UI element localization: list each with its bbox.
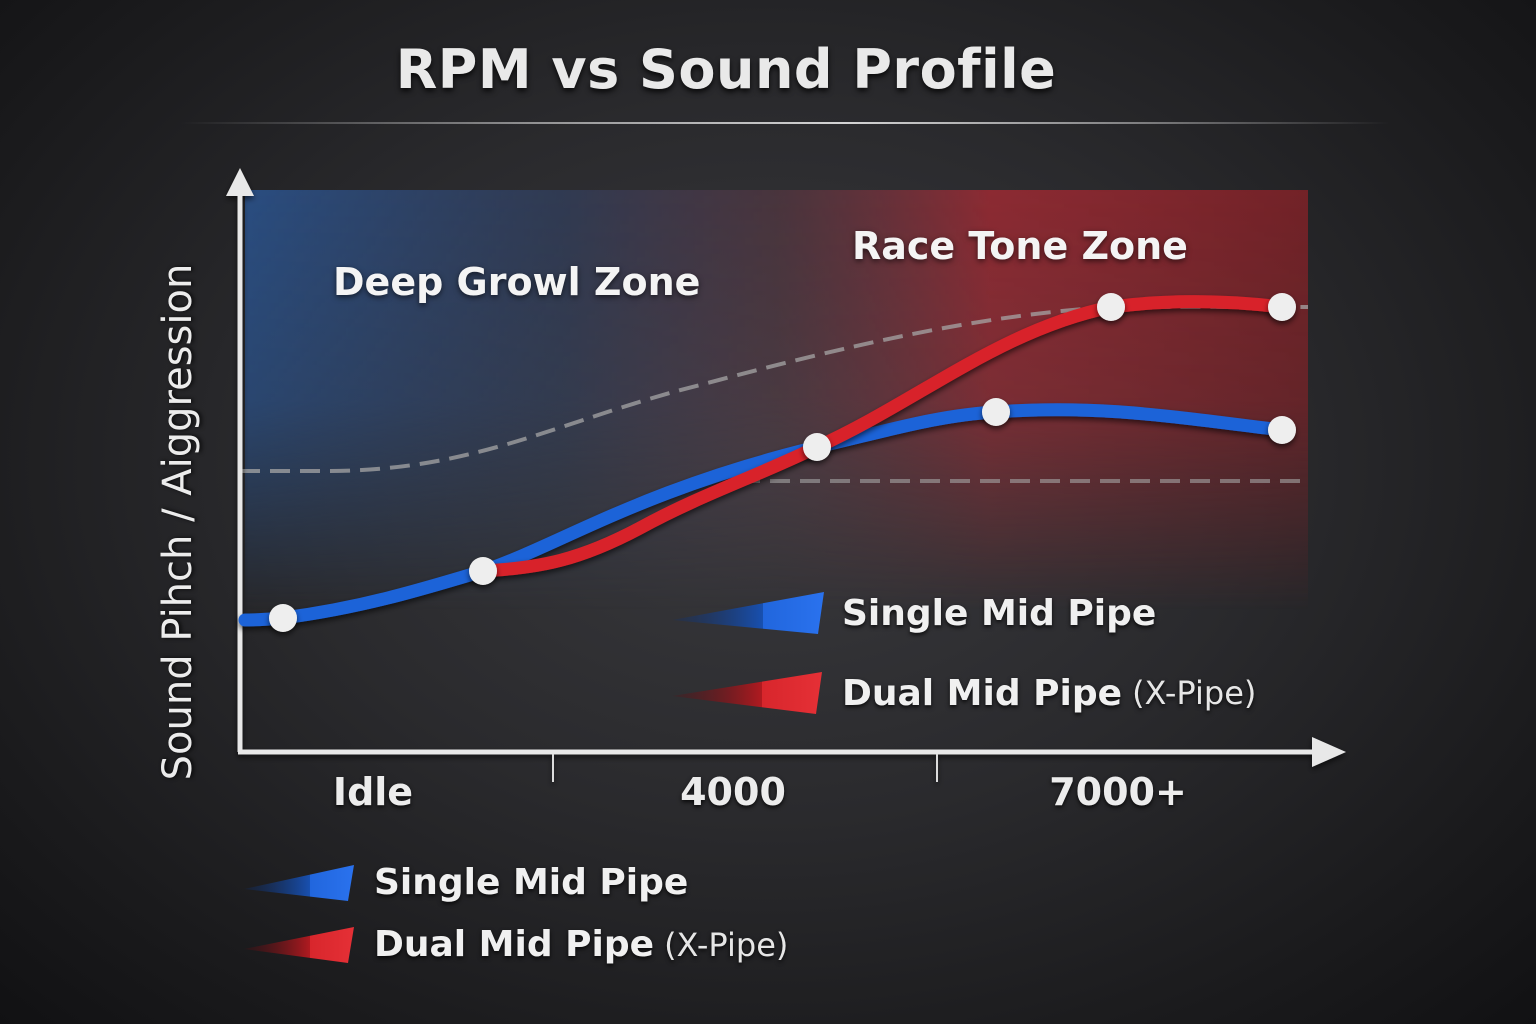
zone-label-deep-growl: Deep Growl Zone	[333, 260, 701, 304]
series-dual-mid-pipe	[476, 295, 1289, 578]
x-axis-arrow-icon	[1312, 737, 1346, 767]
legend-label: Single Mid Pipe	[374, 862, 689, 903]
red-wedge-icon	[672, 672, 822, 714]
marker	[982, 398, 1010, 426]
data-markers	[269, 293, 1296, 632]
legend-inline-single: Single Mid Pipe	[672, 590, 1156, 636]
legend-bottom-dual: Dual Mid Pipe (X-Pipe)	[244, 924, 788, 965]
axes	[226, 168, 1346, 782]
series-single-mid-pipe	[238, 403, 1289, 627]
legend-label: Dual Mid Pipe	[842, 672, 1123, 714]
legend-sublabel: (X-Pipe)	[1132, 674, 1257, 712]
marker	[269, 604, 297, 632]
legend-inline-dual: Dual Mid Pipe (X-Pipe)	[672, 670, 1256, 716]
chart-title: RPM vs Sound Profile	[395, 38, 1057, 101]
legend-label: Single Mid Pipe	[842, 592, 1157, 634]
y-axis-label: Sound Pihch / Aiggression	[155, 263, 201, 781]
y-axis-arrow-icon	[226, 168, 254, 196]
red-wedge-icon	[244, 926, 354, 963]
marker	[1097, 293, 1125, 321]
upper-dashed-reference	[240, 305, 1308, 473]
zone-background	[245, 190, 1308, 610]
x-tick-label-4000: 4000	[680, 770, 786, 814]
blue-wedge-icon	[244, 864, 354, 901]
legend-bottom-single: Single Mid Pipe	[244, 862, 688, 903]
zone-label-race-tone: Race Tone Zone	[852, 224, 1188, 268]
title-divider	[180, 122, 1390, 124]
legend-sublabel: (X-Pipe)	[664, 925, 789, 964]
marker	[469, 557, 497, 585]
x-tick-label-idle: Idle	[332, 770, 414, 814]
x-tick-label-7000: 7000+	[1049, 770, 1187, 814]
blue-wedge-icon	[672, 592, 824, 634]
marker	[1268, 416, 1296, 444]
marker	[803, 433, 831, 461]
legend-label: Dual Mid Pipe	[374, 924, 655, 965]
marker	[1268, 293, 1296, 321]
